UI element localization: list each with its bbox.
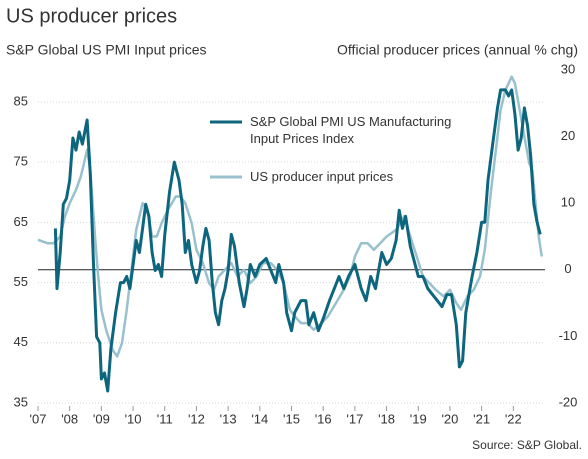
chart-title: US producer prices <box>6 5 177 27</box>
x-tick-label: '19 <box>410 411 427 426</box>
x-tick-label: '13 <box>220 411 237 426</box>
x-tick-label: '15 <box>283 411 300 426</box>
x-tick-label: '20 <box>441 411 458 426</box>
x-tick-label: '14 <box>251 411 268 426</box>
y2-tick-label: 0 <box>564 261 571 276</box>
x-tick-label: '16 <box>315 411 332 426</box>
x-tick-label: '22 <box>505 411 522 426</box>
legend-label: US producer input prices <box>250 169 394 184</box>
series-line <box>53 88 542 393</box>
y-tick-label: 65 <box>14 214 28 229</box>
x-tick-label: '18 <box>378 411 395 426</box>
y-tick-label: 55 <box>14 274 28 289</box>
series-line <box>37 75 544 358</box>
y2-tick-label: 30 <box>561 61 575 76</box>
y2-tick-label: 10 <box>561 195 575 210</box>
legend-label: S&P Global PMI US Manufacturing Input Pr… <box>250 114 452 146</box>
y2-tick-label: 20 <box>561 128 575 143</box>
source: Source: S&P Global. <box>472 438 582 452</box>
y-tick-label: 35 <box>14 394 28 409</box>
y-tick-label: 85 <box>14 93 28 108</box>
y-tick-label: 75 <box>14 154 28 169</box>
y2-tick-label: -10 <box>559 328 578 343</box>
y-axis-label: S&P Global US PMI Input prices <box>6 42 207 58</box>
x-tick-label: '08 <box>61 411 78 426</box>
x-tick-label: '09 <box>93 411 110 426</box>
y-tick-label: 45 <box>14 334 28 349</box>
x-tick-label: '11 <box>157 411 173 426</box>
y2-axis-label: Official producer prices (annual % chg) <box>337 42 578 58</box>
x-tick-label: '21 <box>473 411 490 426</box>
x-tick-label: '12 <box>188 411 205 426</box>
y2-tick-label: -20 <box>559 394 578 409</box>
x-tick-label: '07 <box>30 411 47 426</box>
x-tick-label: '10 <box>125 411 142 426</box>
x-tick-label: '17 <box>346 411 363 426</box>
